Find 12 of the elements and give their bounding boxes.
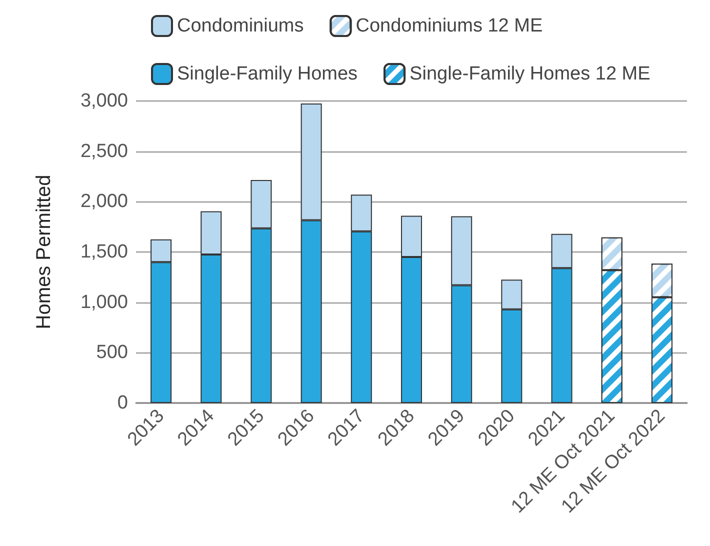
y-tick-label: 1,000 (80, 292, 128, 313)
y-tick-label: 3,000 (80, 90, 128, 112)
legend-label: Condominiums (177, 16, 304, 36)
y-tick-label: 2,000 (80, 191, 128, 212)
legend-label: Single-Family Homes 12 ME (410, 64, 650, 84)
legend-label: Condominiums 12 ME (356, 16, 543, 36)
y-tick-label: 0 (117, 392, 128, 414)
legend-label: Single-Family Homes (177, 64, 358, 84)
y-tick-label: 2,500 (80, 140, 128, 162)
y-tick-label: 1,500 (80, 242, 128, 262)
y-axis-title: Homes Permitted (33, 174, 55, 330)
y-tick-label: 500 (96, 342, 128, 364)
